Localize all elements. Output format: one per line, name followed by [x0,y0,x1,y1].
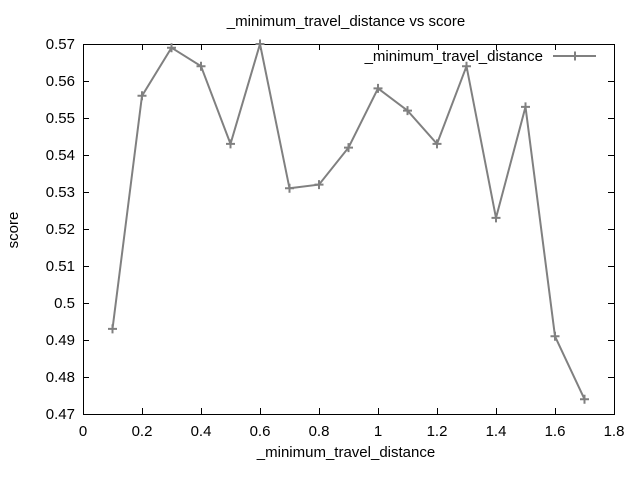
data-point-marker [403,106,412,116]
data-point-marker [580,394,589,404]
data-point-marker [255,39,265,49]
y-axis-title: score [5,212,22,249]
data-point-marker [167,43,176,53]
y-tick-label: 0.53 [46,184,75,201]
data-point-marker [285,183,294,193]
data-point-marker [432,139,442,149]
chart-title: _minimum_travel_distance vs score [226,13,465,30]
series-line [111,43,586,400]
data-point-marker [226,139,235,149]
data-point-marker [314,180,324,190]
x-tick-label: 1.8 [604,423,625,440]
x-tick-label: 0 [79,423,87,440]
data-point-marker [137,91,147,101]
x-tick-label: 0.8 [309,423,330,440]
legend-label: _minimum_travel_distance [364,48,543,65]
y-tick-label: 0.52 [46,221,75,238]
x-tick-label: 1 [374,423,382,440]
data-point-marker [108,324,117,334]
x-tick-label: 0.4 [191,423,212,440]
y-axis: 0.47 0.48 0.49 0.5 0.51 0.52 0.53 0.54 0.55 0.56 0… [46,36,614,423]
y-tick-label: 0.49 [46,332,75,349]
y-tick-label: 0.48 [46,369,75,386]
y-tick-label: 0.5 [54,295,75,312]
legend-marker-sample [570,51,580,61]
x-axis-title: _minimum_travel_distance [256,444,435,461]
x-axis: 0 0.2 0.4 0.6 0.8 1 1.2 1.4 1.6 1.8 [79,44,625,440]
y-tick-label: 0.47 [46,406,75,423]
y-tick-label: 0.55 [46,110,75,127]
plot-area-border [83,44,615,415]
data-point-marker [550,331,560,341]
data-point-marker [521,102,530,112]
data-point-marker [462,61,471,71]
data-point-marker [491,213,501,223]
data-point-marker [196,61,206,71]
x-tick-label: 1.2 [427,423,448,440]
x-tick-label: 0.2 [132,423,153,440]
x-tick-label: 1.4 [486,423,507,440]
series-layer [108,39,589,404]
x-tick-label: 1.6 [545,423,566,440]
y-tick-label: 0.56 [46,73,75,90]
data-point-marker [344,143,353,153]
data-point-marker [373,83,383,93]
x-tick-label: 0.6 [250,423,271,440]
y-tick-label: 0.54 [46,147,75,164]
legend: _minimum_travel_distance [364,48,596,65]
y-tick-label: 0.51 [46,258,75,275]
y-tick-label: 0.57 [46,36,75,53]
